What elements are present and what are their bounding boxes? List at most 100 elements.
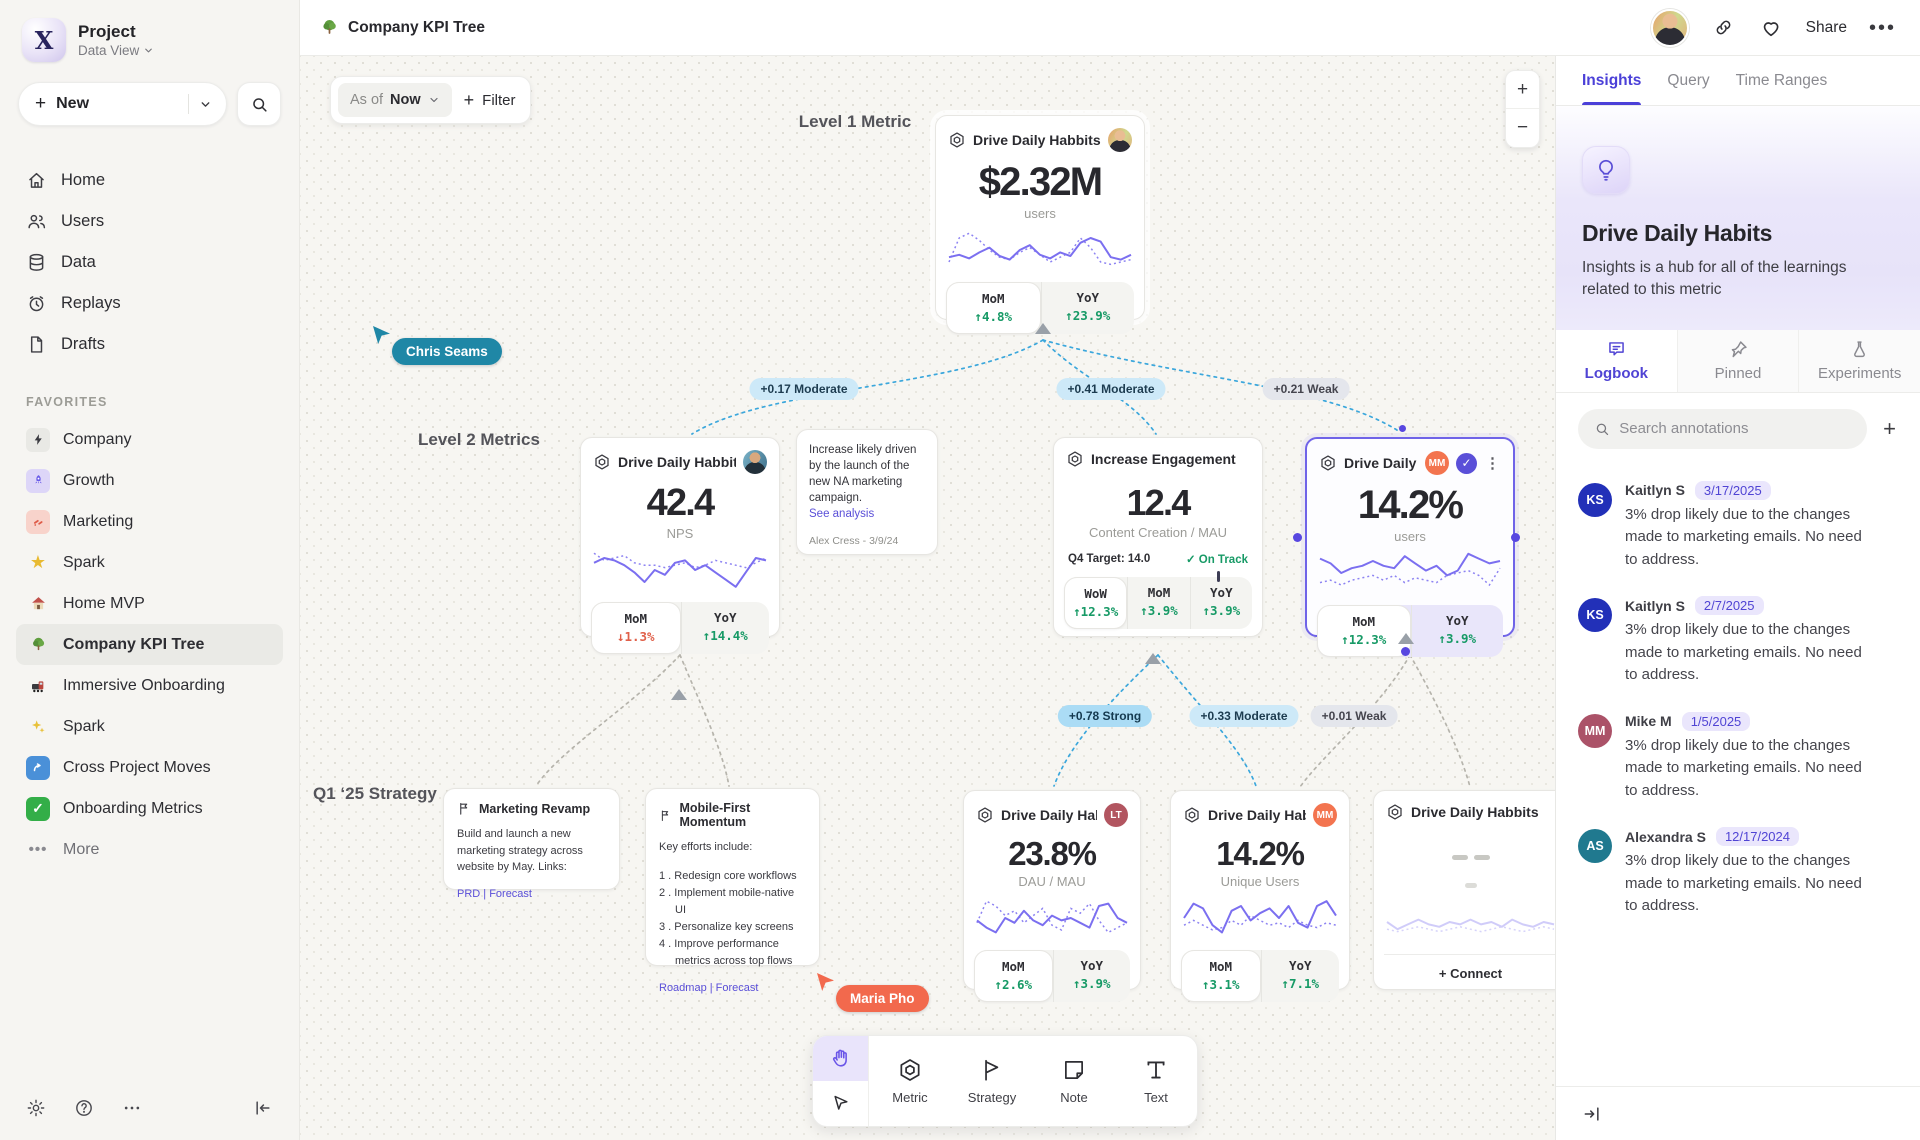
- sidebar-item-company[interactable]: Company: [16, 419, 283, 460]
- collapse-panel-button[interactable]: [1580, 1102, 1604, 1126]
- text-icon: [1147, 1061, 1165, 1079]
- add-filter-button[interactable]: + Filter: [463, 89, 516, 110]
- annotation-item[interactable]: MM Mike M 1/5/2025 3% drop likely due to…: [1556, 700, 1920, 816]
- see-analysis-link[interactable]: See analysis: [809, 508, 875, 521]
- settings-button[interactable]: [24, 1096, 48, 1120]
- connector-dot[interactable]: [1399, 425, 1406, 432]
- selection-handle[interactable]: [1293, 533, 1302, 542]
- metric-card-drive-daily-habbits-dau-mau[interactable]: Drive Daily Habbits LT 23.8% DAU / MAU M…: [963, 790, 1141, 1002]
- note-tool-button[interactable]: Note: [1033, 1036, 1115, 1126]
- stat-yoy[interactable]: YoY ↑23.9%: [1040, 282, 1135, 334]
- sidebar-item-data[interactable]: Data: [16, 242, 283, 283]
- favorites-header: FAVORITES: [26, 395, 108, 409]
- sidebar-search-button[interactable]: [237, 82, 281, 126]
- chevron-down-icon[interactable]: [199, 98, 212, 111]
- as-of-selector[interactable]: As of Now: [338, 83, 452, 117]
- sidebar-item-onboarding-metrics[interactable]: ✓ Onboarding Metrics: [16, 788, 283, 829]
- annotation-item[interactable]: KS Kaitlyn S 2/7/2025 3% drop likely due…: [1556, 584, 1920, 700]
- add-annotation-button[interactable]: +: [1883, 415, 1896, 441]
- project-view-selector[interactable]: Data View: [78, 43, 154, 58]
- more-menu-button[interactable]: •••: [1868, 16, 1896, 39]
- strategy-title: Marketing Revamp: [479, 801, 591, 816]
- tab-insights[interactable]: Insights: [1582, 56, 1642, 105]
- sidebar-item-users[interactable]: Users: [16, 201, 283, 242]
- strategy-card-marketing-revamp[interactable]: Marketing Revamp Build and launch a new …: [443, 788, 620, 900]
- sidebar-item-spark[interactable]: ★ Spark: [16, 542, 283, 583]
- strategy-links[interactable]: Roadmap | Forecast: [659, 981, 759, 994]
- card-menu-button[interactable]: ⋮: [1485, 454, 1500, 472]
- subtab-logbook[interactable]: Logbook: [1556, 329, 1677, 392]
- selection-handle[interactable]: [1511, 533, 1520, 542]
- annotation-item[interactable]: KS Kaitlyn S 3/17/2025 3% drop likely du…: [1556, 469, 1920, 585]
- bolt-icon: [26, 427, 50, 452]
- collapse-node-icon[interactable]: [1145, 653, 1161, 664]
- metric-card-drive-daily-habbits-l1[interactable]: Drive Daily Habbits $2.32M users MoM ↑4.…: [935, 115, 1145, 334]
- collapse-node-icon[interactable]: [1035, 323, 1051, 334]
- sidebar-item-company-kpi-tree[interactable]: Company KPI Tree: [16, 624, 283, 665]
- stat-wow[interactable]: WoW ↑12.3%: [1064, 577, 1128, 629]
- sidebar-item-marketing[interactable]: Marketing: [16, 501, 283, 542]
- sidebar: X Project Data View + New: [0, 0, 300, 1140]
- annotation-search-input[interactable]: [1619, 420, 1852, 438]
- stat-mom[interactable]: MoM ↑4.8%: [946, 282, 1041, 334]
- metric-card-increase-engagement[interactable]: Increase Engagement 12.4 Content Creatio…: [1053, 437, 1263, 637]
- note-card[interactable]: Increase likely driven by the launch of …: [796, 429, 938, 555]
- stat-yoy[interactable]: YoY ↑7.1%: [1260, 950, 1340, 1002]
- text-tool-button[interactable]: Text: [1115, 1036, 1197, 1126]
- tab-query[interactable]: Query: [1667, 71, 1710, 89]
- help-button[interactable]: [72, 1096, 96, 1120]
- copy-link-button[interactable]: [1711, 15, 1736, 40]
- metric-card-drive-daily-habbits-nps[interactable]: Drive Daily Habbits 42.4 NPS MoM ↓1.3% Y…: [580, 437, 780, 654]
- sidebar-item-cross-project-moves[interactable]: Cross Project Moves: [16, 747, 283, 788]
- sidebar-item-drafts[interactable]: Drafts: [16, 324, 283, 365]
- select-tool-button[interactable]: [813, 1081, 868, 1126]
- new-button[interactable]: + New: [18, 82, 227, 126]
- favorite-button[interactable]: [1758, 15, 1784, 41]
- sidebar-item-immersive-onboarding[interactable]: Immersive Onboarding: [16, 665, 283, 706]
- strategy-body: Build and launch a new marketing strateg…: [457, 828, 583, 873]
- metric-card-drive-daily-habbits-unique-users[interactable]: Drive Daily Habbits MM 14.2% Unique User…: [1170, 790, 1350, 1002]
- sidebar-item-growth[interactable]: Growth: [16, 460, 283, 501]
- sidebar-item-home[interactable]: Home: [16, 160, 283, 201]
- metric-tool-button[interactable]: Metric: [869, 1036, 951, 1126]
- collapse-node-icon[interactable]: [1398, 633, 1414, 644]
- strategy-card-mobile-first-momentum[interactable]: Mobile-First Momentum Key efforts includ…: [645, 788, 820, 994]
- collapse-sidebar-button[interactable]: [251, 1096, 275, 1120]
- stat-mom[interactable]: MoM ↑3.9%: [1127, 577, 1189, 629]
- sidebar-item-spark-2[interactable]: Spark: [16, 706, 283, 747]
- selection-handle[interactable]: [1401, 647, 1410, 656]
- share-button[interactable]: Share: [1805, 18, 1847, 36]
- annotation-date-badge: 12/17/2024: [1715, 827, 1800, 847]
- sidebar-item-replays[interactable]: Replays: [16, 283, 283, 324]
- strategy-tool-button[interactable]: Strategy: [951, 1036, 1033, 1126]
- stat-yoy[interactable]: YoY ↑3.9%: [1410, 605, 1504, 657]
- collapse-node-icon[interactable]: [671, 689, 687, 700]
- avatar: KS: [1578, 482, 1612, 517]
- sidebar-item-more[interactable]: ••• More: [16, 829, 283, 870]
- subtab-pinned[interactable]: Pinned: [1676, 329, 1799, 392]
- zoom-in-button[interactable]: +: [1506, 71, 1539, 109]
- metric-card-drive-daily-habbits-selected[interactable]: Drive Daily Habb.. MM ✓ ⋮ 14.2% users Mo…: [1305, 437, 1515, 657]
- zoom-out-button[interactable]: −: [1506, 109, 1539, 147]
- stat-mom[interactable]: MoM ↑12.3%: [1317, 605, 1411, 657]
- pan-tool-button[interactable]: [813, 1036, 868, 1081]
- stat-yoy[interactable]: YoY ↑3.9%: [1052, 950, 1131, 1002]
- metric-card-unconnected[interactable]: Drive Daily Habbits + Connect: [1373, 790, 1555, 990]
- annotation-text: 3% drop likely due to the changes made t…: [1625, 852, 1862, 915]
- stat-yoy[interactable]: YoY ↑14.4%: [680, 602, 770, 654]
- stat-mom[interactable]: MoM ↑3.1%: [1181, 950, 1261, 1002]
- metric-hexagon-icon: [978, 807, 992, 823]
- kpi-tree-canvas[interactable]: As of Now + Filter + − Level 1 Metric Le…: [300, 56, 1555, 1140]
- stat-mom[interactable]: MoM ↑2.6%: [974, 950, 1053, 1002]
- annotation-item[interactable]: AS Alexandra S 12/17/2024 3% drop likely…: [1556, 815, 1920, 931]
- stat-mom[interactable]: MoM ↓1.3%: [591, 602, 681, 654]
- stat-yoy[interactable]: YoY ↑3.9%: [1189, 577, 1252, 629]
- sidebar-item-home-mvp[interactable]: Home MVP: [16, 583, 283, 624]
- tab-time-ranges[interactable]: Time Ranges: [1735, 71, 1828, 89]
- connect-data-button[interactable]: + Connect: [1384, 954, 1555, 981]
- more-options-button[interactable]: [120, 1096, 144, 1120]
- user-avatar[interactable]: [1650, 8, 1689, 47]
- subtab-experiments[interactable]: Experiments: [1798, 329, 1920, 392]
- strategy-links[interactable]: PRD | Forecast: [457, 887, 532, 900]
- project-switcher[interactable]: X Project Data View: [16, 18, 283, 66]
